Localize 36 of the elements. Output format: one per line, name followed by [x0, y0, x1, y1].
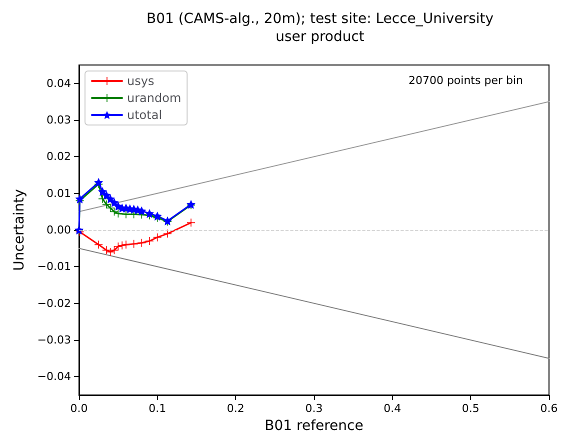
point: [122, 240, 130, 249]
point: [94, 240, 103, 249]
legend-label: utotal: [127, 108, 162, 122]
y-tick-label: 0.04: [46, 76, 71, 90]
y-tick-label: −0.02: [37, 296, 71, 310]
x-tick-label: 0.6: [540, 402, 558, 415]
x-tick-label: 0.5: [462, 402, 480, 415]
y-tick-label: 0.01: [46, 186, 71, 200]
point: [130, 240, 138, 248]
x-tick-label: 0.3: [305, 402, 323, 415]
annotation: 20700 points per bin: [408, 74, 524, 87]
legend-label: usys: [127, 74, 154, 88]
chart-title: B01 (CAMS-alg., 20m); test site: Lecce_University: [146, 11, 494, 27]
x-tick-label: 0.1: [148, 402, 166, 415]
x-tick-label: 0.4: [384, 402, 402, 415]
y-tick-label: −0.04: [37, 370, 71, 384]
point: [114, 210, 122, 218]
y-tick-label: 0.03: [46, 114, 71, 126]
y-tick-label: −0.01: [37, 260, 71, 274]
y-tick-label: 0.02: [46, 150, 71, 164]
point: [94, 178, 104, 187]
point: [187, 218, 196, 227]
legend-label: urandom: [127, 91, 182, 105]
point: [146, 237, 154, 245]
y-tick-label: 0.00: [46, 224, 71, 236]
x-tick-label: 0.2: [226, 402, 244, 415]
point: [118, 241, 126, 250]
point: [75, 194, 84, 204]
point: [106, 204, 114, 212]
x-axis-title: B01 reference: [264, 418, 364, 434]
point: [106, 248, 114, 256]
point: [102, 190, 111, 200]
x-tick-label: 0.0: [70, 402, 88, 415]
y-axis-title: Uncertainty: [11, 189, 28, 271]
y-tick-label: −0.03: [37, 334, 71, 346]
chart-subtitle: user product: [276, 29, 365, 45]
